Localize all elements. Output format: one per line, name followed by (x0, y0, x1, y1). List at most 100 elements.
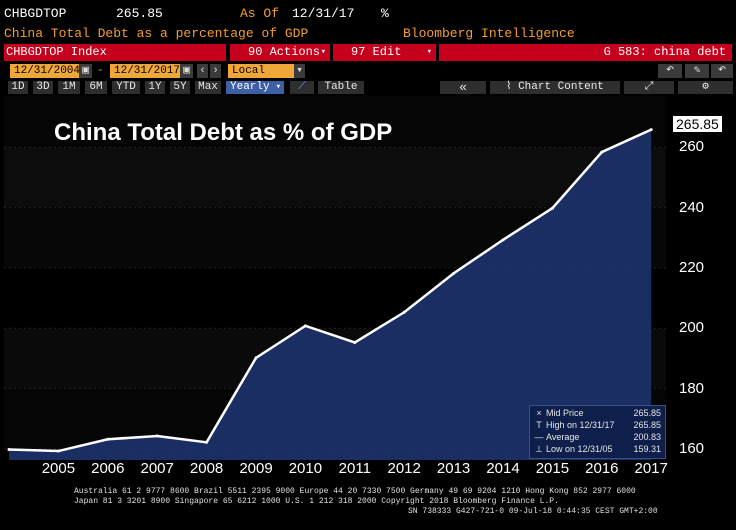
x-tick-label: 2009 (239, 460, 273, 477)
edit-menu-button[interactable]: 97 Edit ▾ (333, 44, 436, 61)
legend-key: Low on 12/31/05 (546, 444, 613, 454)
x-tick-label: 2014 (486, 460, 520, 477)
period-1m-button[interactable]: 1M (58, 81, 80, 94)
collapse-icon[interactable]: « (440, 81, 486, 94)
expand-icon[interactable]: ⤢ (624, 81, 674, 94)
x-tick-label: 2013 (436, 460, 471, 477)
actions-menu-button[interactable]: 90 Actions ▾ (230, 44, 330, 61)
chart-content-button[interactable]: ⌇ Chart Content (490, 81, 620, 94)
data-point-2011 (353, 340, 357, 344)
table-button[interactable]: Table (318, 81, 364, 94)
caret-down-icon: ▾ (320, 47, 326, 57)
chevron-right-icon[interactable]: › (210, 64, 221, 78)
x-tick-label: 2007 (140, 460, 174, 477)
end-date-field[interactable]: 12/31/2017 (110, 64, 182, 78)
start-date-field[interactable]: 12/31/2004 (10, 64, 82, 78)
legend-row-average: — Average 200.83 (534, 432, 662, 442)
back-icon[interactable]: ↶ (658, 63, 682, 78)
x-tick-label: 2006 (91, 460, 125, 477)
legend-key: High on 12/31/17 (546, 420, 615, 430)
period-6m-button[interactable]: 6M (85, 81, 107, 94)
data-point-2013 (452, 271, 456, 275)
data-point-2012 (402, 310, 406, 314)
y-tick-label: 200 (679, 319, 705, 337)
data-point-2015 (550, 206, 554, 210)
end-date-value: 12/31/2017 (114, 65, 181, 77)
chevron-left-icon[interactable]: ‹ (197, 64, 208, 78)
data-point-2009 (254, 356, 258, 360)
calendar-icon[interactable]: ▣ (79, 64, 92, 78)
period-max-button[interactable]: Max (195, 81, 221, 94)
currency-select[interactable]: Local CCY (228, 64, 294, 91)
legend-value: 159.31 (633, 444, 661, 454)
data-point-2010 (303, 324, 307, 328)
series-description: China Total Debt as a percentage of GDP (4, 26, 309, 41)
gear-icon[interactable]: ⚙ (678, 81, 733, 94)
edit-label: 97 Edit (351, 45, 402, 59)
y-tick-label: 180 (679, 379, 705, 397)
line-chart-icon[interactable]: ⟋ (290, 81, 314, 94)
y-tick-label: 220 (679, 258, 705, 276)
footer-copyright-line: Japan 81 3 3201 8900 Singapore 65 6212 1… (74, 497, 559, 506)
chart-plot-area[interactable] (4, 96, 666, 460)
legend-row-high: T High on 12/31/17 265.85 (534, 420, 661, 430)
period-ytd-button[interactable]: YTD (112, 81, 140, 94)
function-search-field[interactable]: G 583: china debt (439, 44, 732, 61)
function-search-label: G 583: china debt (603, 45, 726, 59)
security-index-label: CHBGDTOP Index (6, 45, 107, 59)
data-point-2008 (205, 440, 209, 444)
y-tick-label: 260 (679, 138, 705, 156)
legend-key: Average (546, 432, 580, 442)
edit-pencil-icon[interactable]: ✎ (685, 64, 709, 78)
chevron-down-icon: ▾ (275, 82, 281, 92)
unit-label: % (381, 6, 389, 21)
series-line (8, 128, 652, 453)
background-band (4, 147, 666, 208)
as-of-label: As Of (240, 6, 280, 21)
x-tick-label: 2017 (634, 460, 668, 477)
chart-content-icon: ⌇ (506, 81, 512, 93)
period-3d-button[interactable]: 3D (33, 81, 53, 94)
x-tick-label: 2016 (585, 460, 619, 477)
legend-key: Mid Price (546, 408, 584, 418)
x-tick-label: 2010 (288, 460, 323, 477)
start-date-value: 12/31/2004 (14, 65, 81, 77)
undo-icon[interactable]: ↶ (711, 63, 733, 78)
x-tick-label: 2005 (41, 460, 76, 477)
actions-label: 90 Actions (248, 45, 321, 59)
legend-box: × Mid Price 265.85 T High on 12/31/17 26… (529, 405, 666, 459)
date-separator: - (97, 65, 104, 77)
data-point-2017 (649, 128, 653, 132)
x-tick-label: 2011 (338, 460, 371, 477)
data-point-2014 (501, 238, 505, 242)
legend-value: 265.85 (633, 408, 661, 418)
security-index-field[interactable]: CHBGDTOP Index (4, 44, 226, 61)
data-point-2004 (7, 448, 11, 452)
frequency-select[interactable]: Yearly ▾ (226, 81, 284, 94)
legend-value: 265.85 (633, 420, 661, 430)
chart-title: China Total Debt as % of GDP (54, 119, 393, 146)
frequency-value: Yearly (230, 81, 270, 93)
low-icon: ⊥ (535, 444, 543, 454)
period-1d-button[interactable]: 1D (8, 81, 28, 94)
period-1y-button[interactable]: 1Y (145, 81, 165, 94)
last-value-tag: 265.85 (673, 116, 722, 132)
y-tick-label: 160 (679, 439, 705, 457)
high-icon: T (536, 420, 542, 430)
as-of-date: 12/31/17 (292, 6, 355, 21)
data-point-2007 (155, 434, 159, 438)
x-tick-label: 2015 (535, 460, 570, 477)
data-point-2016 (600, 150, 604, 154)
legend-value: 200.83 (633, 432, 661, 442)
chevron-down-icon[interactable]: ▾ (294, 64, 305, 78)
y-axis (666, 96, 736, 460)
period-5y-button[interactable]: 5Y (170, 81, 190, 94)
calendar-icon[interactable]: ▣ (180, 64, 193, 78)
ticker-label: CHBGDTOP (4, 6, 67, 21)
footer-contacts-line: Australia 61 2 9777 8600 Brazil 5511 239… (74, 487, 636, 496)
legend-row-low: ⊥ Low on 12/31/05 159.31 (534, 444, 661, 454)
background-band (4, 96, 666, 148)
caret-down-icon: ▾ (426, 47, 432, 57)
legend-row-mid-price: × Mid Price 265.85 (534, 408, 661, 418)
area-fill (9, 129, 652, 460)
